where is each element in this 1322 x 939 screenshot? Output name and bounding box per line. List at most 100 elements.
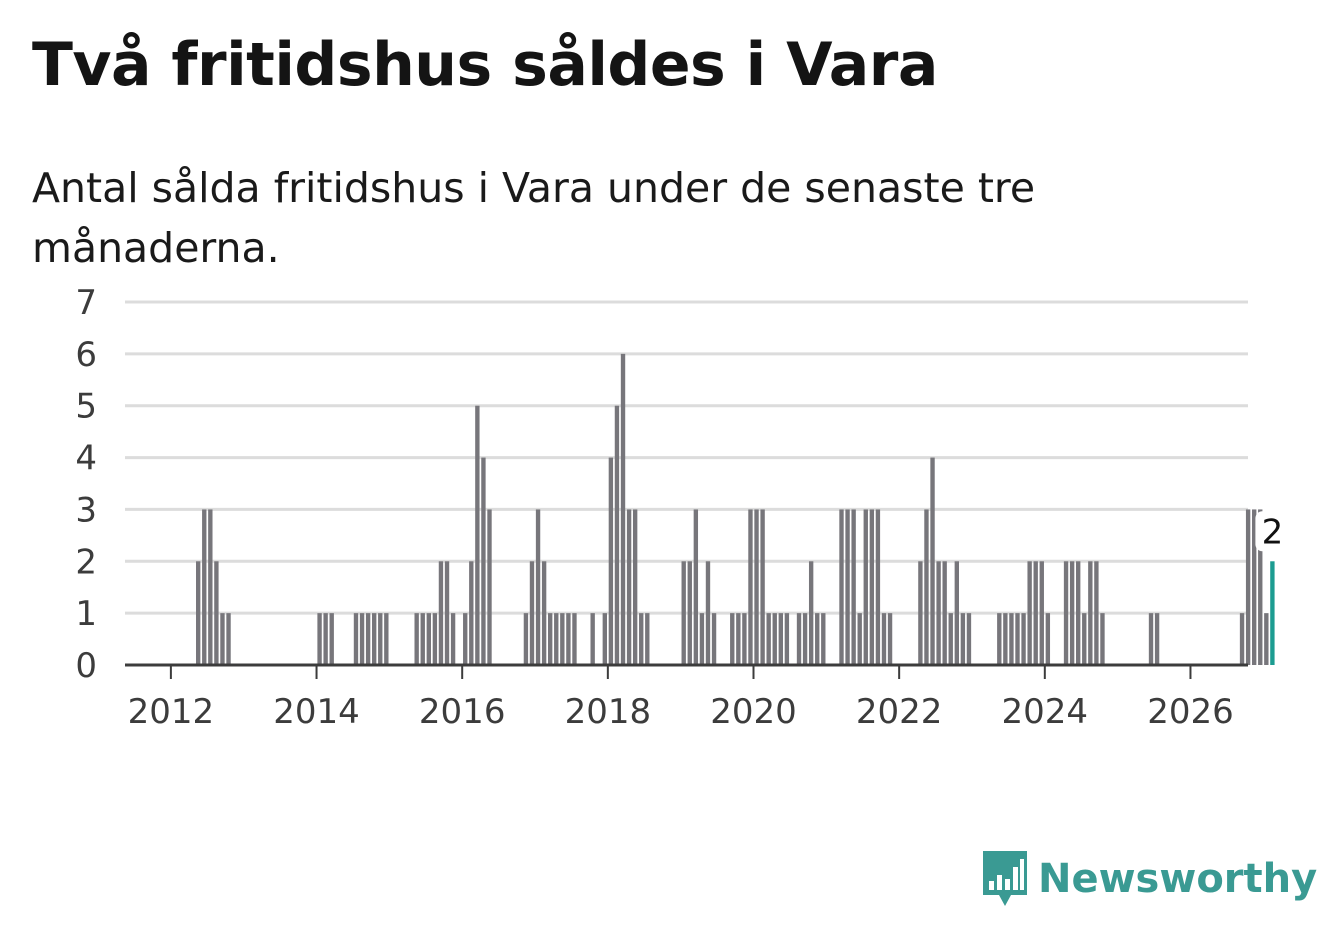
bar: [481, 457, 486, 665]
bar: [936, 561, 941, 665]
x-axis: 2012 2014 2016 2018 2020 2022 2024 2026: [125, 663, 1248, 732]
last-value-annotation: 2: [1255, 511, 1290, 552]
x-tick-label-2024: 2024: [1002, 692, 1089, 732]
bar: [535, 509, 541, 665]
bar: [796, 613, 802, 665]
bar: [815, 613, 820, 665]
y-tick-label-4: 4: [75, 439, 97, 479]
bar: [1009, 613, 1014, 665]
bar: [1245, 509, 1251, 665]
y-tick-label-5: 5: [75, 387, 97, 427]
bar: [1039, 561, 1044, 665]
bar: [566, 613, 571, 665]
bar: [1100, 613, 1105, 665]
bar: [766, 613, 771, 665]
x-tick-label-2012: 2012: [128, 692, 215, 732]
logo-speech-bubble-shape: [983, 851, 1027, 906]
bar: [851, 509, 856, 665]
bar: [748, 509, 753, 665]
bar: [1082, 613, 1087, 665]
bar: [875, 509, 881, 665]
bar: [414, 613, 419, 665]
bar: [523, 613, 529, 665]
bar: [736, 613, 741, 665]
brand-logo: Newsworthy: [980, 848, 1317, 910]
bar: [560, 613, 565, 665]
bar: [632, 509, 638, 665]
bar: [869, 509, 875, 665]
y-tick-label-0: 0: [75, 646, 97, 686]
x-tick-label-2022: 2022: [856, 692, 943, 732]
bar: [353, 613, 359, 665]
bar: [948, 613, 953, 665]
bar: [487, 509, 492, 665]
bar: [548, 613, 553, 665]
annotation-background: [1255, 511, 1290, 552]
bar: [881, 613, 887, 665]
bar: [778, 613, 783, 665]
bar: [1264, 613, 1269, 665]
bar: [645, 613, 650, 665]
bar: [942, 561, 947, 665]
bar: [954, 561, 959, 665]
bar: [687, 561, 692, 665]
bar: [1148, 613, 1154, 665]
bar: [1063, 561, 1069, 665]
bar: [554, 613, 559, 665]
bar: [1239, 613, 1245, 665]
bar: [450, 613, 456, 665]
bar: [754, 509, 759, 665]
bar: [1045, 613, 1051, 665]
x-tick-label-2026: 2026: [1147, 692, 1234, 732]
y-tick-label-3: 3: [75, 490, 97, 530]
x-tick-label-2016: 2016: [419, 692, 506, 732]
bar: [608, 457, 614, 665]
bar: [626, 509, 632, 665]
bar: [1027, 561, 1032, 665]
bar: [918, 561, 923, 665]
bar: [997, 613, 1002, 665]
bar: [772, 613, 777, 665]
bar: [359, 613, 365, 665]
y-axis-ticks: 0 1 2 3 4 5 6 7: [75, 283, 97, 686]
bar: [378, 613, 383, 665]
bar: [960, 613, 966, 665]
brand-name: Newsworthy: [1038, 856, 1318, 902]
bar: [317, 613, 322, 665]
chart-title: Två fritidshus såldes i Vara: [32, 30, 938, 100]
bar: [742, 613, 747, 665]
y-tick-label-2: 2: [75, 542, 97, 582]
bar: [802, 613, 808, 665]
bar: [1021, 613, 1026, 665]
bar: [372, 613, 377, 665]
bar: [1076, 561, 1081, 665]
bar: [620, 353, 626, 665]
bar: [1088, 561, 1093, 665]
bar: [887, 613, 893, 665]
bar: [469, 561, 474, 665]
chart-subtitle: Antal sålda fritidshus i Vara under de s…: [32, 164, 1036, 272]
bar: [1252, 509, 1257, 665]
newsworthy-logo-icon: [983, 851, 1027, 906]
bar: [699, 613, 705, 665]
bar: [760, 509, 765, 665]
bar: [214, 561, 219, 665]
x-tick-label-2014: 2014: [273, 692, 360, 732]
bar: [420, 613, 425, 665]
bar: [438, 561, 444, 665]
bar: [590, 613, 595, 665]
bar: [1003, 613, 1008, 665]
bar: [1033, 561, 1038, 665]
bar: [1069, 561, 1075, 665]
bar: [329, 613, 334, 665]
bar: [365, 613, 371, 665]
y-tick-label-1: 1: [75, 594, 97, 634]
y-tick-label-6: 6: [75, 335, 97, 375]
bar-latest: [1270, 561, 1275, 665]
bar: [1094, 561, 1099, 665]
bar: [323, 613, 328, 665]
bar: [475, 405, 480, 665]
bar: [821, 613, 826, 665]
bar: [930, 457, 935, 665]
